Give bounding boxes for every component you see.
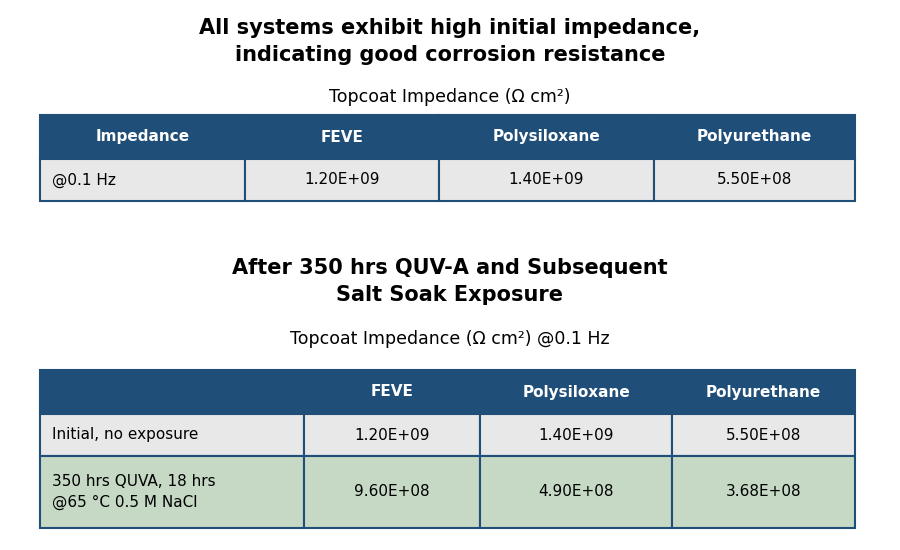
Text: 3.68E+08: 3.68E+08: [725, 485, 801, 499]
Text: Salt Soak Exposure: Salt Soak Exposure: [337, 285, 563, 305]
FancyBboxPatch shape: [654, 159, 855, 201]
FancyBboxPatch shape: [40, 414, 304, 456]
Text: All systems exhibit high initial impedance,: All systems exhibit high initial impedan…: [200, 18, 700, 38]
Text: 5.50E+08: 5.50E+08: [716, 173, 792, 188]
Text: Impedance: Impedance: [95, 129, 190, 145]
FancyBboxPatch shape: [480, 414, 672, 456]
FancyBboxPatch shape: [480, 370, 672, 414]
Text: Polysiloxane: Polysiloxane: [522, 384, 630, 399]
Text: Polysiloxane: Polysiloxane: [492, 129, 600, 145]
FancyBboxPatch shape: [439, 159, 654, 201]
FancyBboxPatch shape: [672, 370, 855, 414]
FancyBboxPatch shape: [245, 115, 439, 159]
FancyBboxPatch shape: [40, 159, 245, 201]
FancyBboxPatch shape: [40, 115, 245, 159]
Text: FEVE: FEVE: [320, 129, 364, 145]
Text: Topcoat Impedance (Ω cm²): Topcoat Impedance (Ω cm²): [329, 88, 571, 106]
FancyBboxPatch shape: [304, 456, 480, 528]
Text: 1.20E+09: 1.20E+09: [304, 173, 380, 188]
Text: 4.90E+08: 4.90E+08: [538, 485, 614, 499]
FancyBboxPatch shape: [40, 456, 304, 528]
Text: 1.40E+09: 1.40E+09: [508, 173, 584, 188]
FancyBboxPatch shape: [40, 370, 304, 414]
Text: 350 hrs QUVA, 18 hrs
@65 °C 0.5 M NaCl: 350 hrs QUVA, 18 hrs @65 °C 0.5 M NaCl: [52, 475, 216, 509]
FancyBboxPatch shape: [304, 414, 480, 456]
FancyBboxPatch shape: [245, 159, 439, 201]
Text: @0.1 Hz: @0.1 Hz: [52, 172, 116, 188]
Text: 5.50E+08: 5.50E+08: [725, 427, 801, 443]
Text: 1.20E+09: 1.20E+09: [355, 427, 430, 443]
Text: Polyurethane: Polyurethane: [706, 384, 821, 399]
Text: After 350 hrs QUV-A and Subsequent: After 350 hrs QUV-A and Subsequent: [232, 258, 668, 278]
FancyBboxPatch shape: [672, 414, 855, 456]
FancyBboxPatch shape: [304, 370, 480, 414]
Text: indicating good corrosion resistance: indicating good corrosion resistance: [235, 45, 665, 65]
Text: FEVE: FEVE: [371, 384, 413, 399]
FancyBboxPatch shape: [672, 456, 855, 528]
Text: 1.40E+09: 1.40E+09: [538, 427, 614, 443]
Text: Polyurethane: Polyurethane: [697, 129, 812, 145]
Text: 9.60E+08: 9.60E+08: [355, 485, 430, 499]
FancyBboxPatch shape: [439, 115, 654, 159]
FancyBboxPatch shape: [480, 456, 672, 528]
Text: Topcoat Impedance (Ω cm²) @0.1 Hz: Topcoat Impedance (Ω cm²) @0.1 Hz: [290, 330, 610, 348]
Text: Initial, no exposure: Initial, no exposure: [52, 427, 198, 443]
FancyBboxPatch shape: [654, 115, 855, 159]
